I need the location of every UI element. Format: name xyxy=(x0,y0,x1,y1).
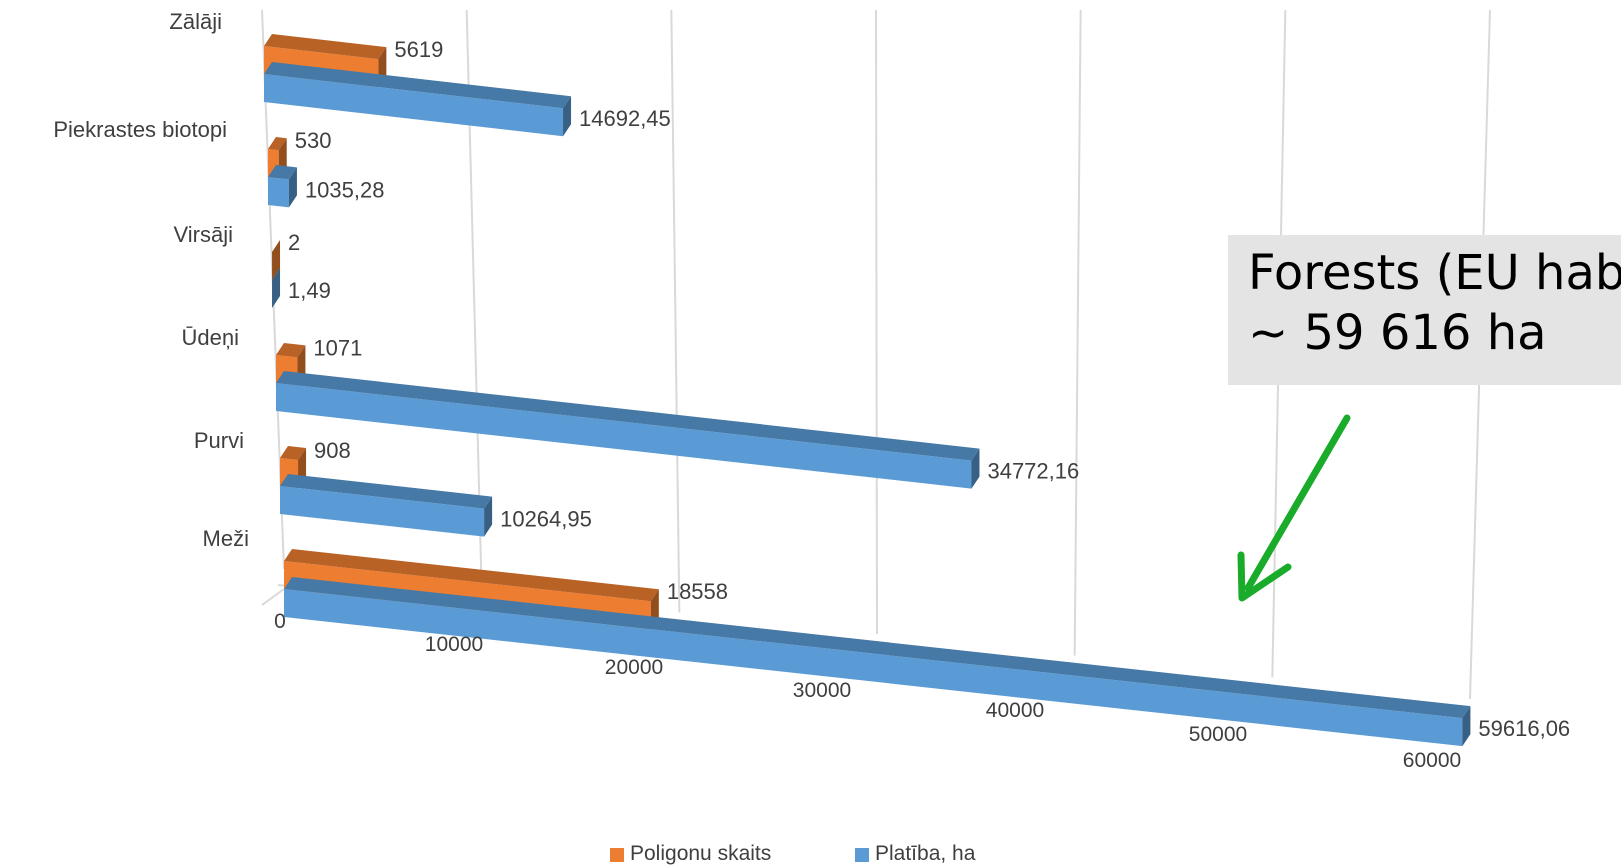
bar-side xyxy=(484,496,493,537)
bar-top xyxy=(264,62,572,109)
bar-top xyxy=(268,137,287,151)
category-label: Virsāji xyxy=(173,222,233,247)
gridline xyxy=(1073,9,1082,656)
bar-top xyxy=(284,549,659,602)
bar-area-3 xyxy=(276,383,972,489)
bars: 5619 14692,45 530 1035,28 2 1,49 1071 34772,16 9… xyxy=(264,34,1570,747)
bar-side xyxy=(288,167,297,208)
tick-label: 10000 xyxy=(425,633,483,656)
gridline xyxy=(875,9,878,635)
legend-swatch xyxy=(610,848,624,862)
data-label: 1071 xyxy=(313,335,362,360)
legend-swatch xyxy=(855,848,869,862)
data-label: 1,49 xyxy=(288,278,331,303)
bar-top xyxy=(284,577,1471,719)
gridline xyxy=(670,9,681,613)
bar-area-0 xyxy=(264,74,564,137)
tick-label: 0 xyxy=(274,610,286,633)
bar-side xyxy=(971,448,980,489)
category-label: Ūdeņi xyxy=(182,325,239,350)
callout-box: Forests (EU hab ~ 59 616 ha xyxy=(1228,235,1621,385)
callout-line-2: ~ 59 616 ha xyxy=(1248,305,1547,361)
callout-line-1: Forests (EU hab xyxy=(1248,245,1621,301)
bar-area-1 xyxy=(268,177,289,208)
data-label: 908 xyxy=(314,438,351,463)
tick-label: 50000 xyxy=(1189,723,1247,746)
bar-top xyxy=(268,165,297,180)
bar-top xyxy=(264,34,387,60)
data-label: 18558 xyxy=(667,579,728,604)
tick-label: 30000 xyxy=(793,679,851,702)
tick-label: 60000 xyxy=(1403,749,1461,772)
bar-top xyxy=(276,343,306,358)
bar-top xyxy=(272,268,281,281)
data-label: 14692,45 xyxy=(579,106,671,131)
bar-side xyxy=(563,96,572,137)
data-label: 5619 xyxy=(394,37,443,62)
data-label: 2 xyxy=(288,230,300,255)
data-label: 59616,06 xyxy=(1478,716,1570,741)
gridline-floor xyxy=(261,588,285,606)
category-label: Piekrastes biotopi xyxy=(53,117,227,142)
data-label: 1035,28 xyxy=(305,177,385,202)
category-label: Purvi xyxy=(194,428,244,453)
bar-top xyxy=(276,371,980,461)
bar-top xyxy=(280,446,307,460)
data-label: 34772,16 xyxy=(987,459,1079,484)
category-label: Meži xyxy=(203,526,249,551)
legend: Poligonu skaits Platība, ha xyxy=(610,842,976,865)
bar-side xyxy=(272,268,281,309)
tick-label: 20000 xyxy=(605,656,663,679)
bar-top xyxy=(280,474,493,509)
bar-area-5 xyxy=(284,589,1463,747)
legend-label: Platība, ha xyxy=(875,842,976,865)
legend-label: Poligonu skaits xyxy=(630,842,771,865)
bar-area-4 xyxy=(280,486,485,537)
bar-side xyxy=(272,240,281,281)
bar-side xyxy=(1462,706,1471,747)
bar-top xyxy=(272,240,281,253)
data-label: 530 xyxy=(295,128,332,153)
tick-label: 40000 xyxy=(986,699,1044,722)
data-label: 10264,95 xyxy=(500,507,592,532)
category-label: Zālāji xyxy=(169,9,222,34)
